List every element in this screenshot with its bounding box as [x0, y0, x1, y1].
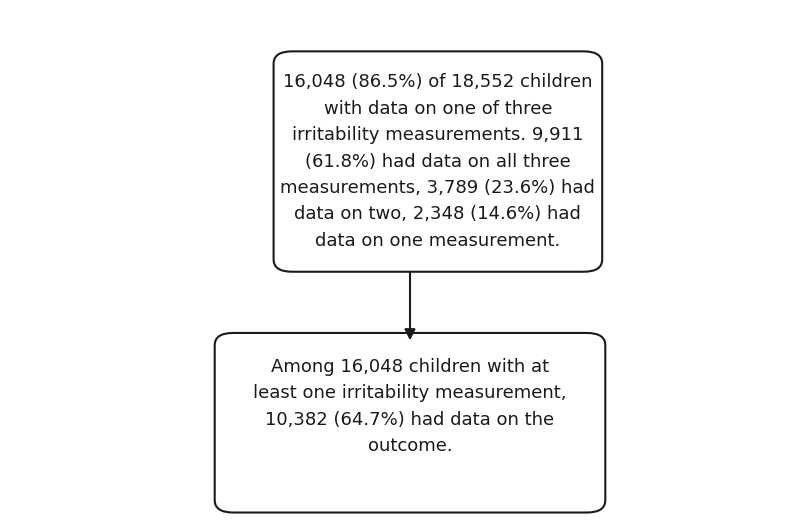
- FancyBboxPatch shape: [214, 333, 606, 513]
- Text: Among 16,048 children with at
least one irritability measurement,
10,382 (64.7%): Among 16,048 children with at least one …: [254, 358, 566, 455]
- FancyBboxPatch shape: [274, 51, 602, 272]
- Text: 16,048 (86.5%) of 18,552 children
with data on one of three
irritability measure: 16,048 (86.5%) of 18,552 children with d…: [281, 73, 595, 250]
